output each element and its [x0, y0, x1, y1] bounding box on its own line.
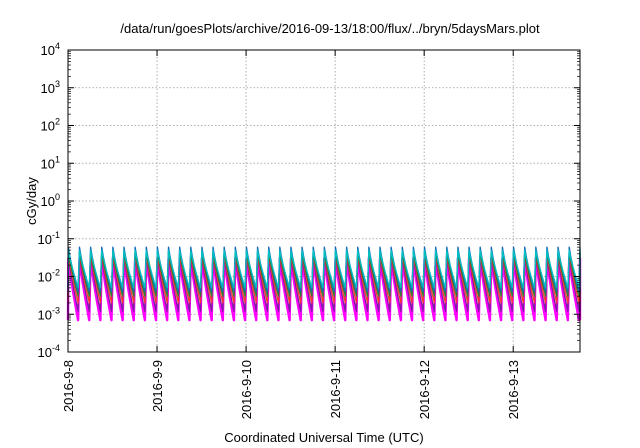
x-tick-label: 2016-9-9 [150, 360, 165, 412]
y-tick-label: 104 [41, 41, 60, 58]
series-layer [66, 246, 582, 322]
y-tick-label: 10-4 [38, 343, 60, 360]
y-tick-label: 101 [41, 154, 60, 171]
chart-title: /data/run/goesPlots/archive/2016-09-13/1… [120, 21, 540, 36]
y-axis-label: cGy/day [24, 177, 39, 225]
series-line [67, 249, 581, 289]
y-tick-label: 100 [41, 192, 60, 209]
y-tick-label: 10-2 [38, 268, 60, 285]
x-tick-label: 2016-9-13 [506, 360, 521, 419]
y-tick-label: 102 [41, 117, 60, 134]
x-axis-label: Coordinated Universal Time (UTC) [224, 430, 423, 445]
x-tick-label: 2016-9-8 [61, 360, 76, 412]
y-axis: 10-4 10-3 10-2 10-1 100 101 102 103 104 [38, 41, 580, 360]
x-axis: 2016-9-8 2016-9-9 2016-9-10 2016-9-11 2016-9… [61, 50, 521, 419]
y-tick-label: 103 [41, 79, 60, 96]
y-tick-label: 10-3 [38, 305, 60, 322]
x-tick-label: 2016-9-12 [417, 360, 432, 419]
y-tick-label: 10-1 [38, 230, 60, 247]
x-tick-label: 2016-9-10 [239, 360, 254, 419]
x-tick-label: 2016-9-11 [328, 360, 343, 418]
